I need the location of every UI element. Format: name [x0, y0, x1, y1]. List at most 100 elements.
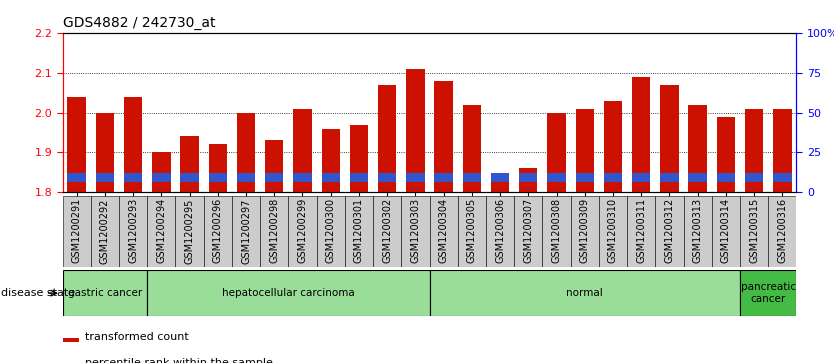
Bar	[491, 173, 510, 182]
Text: gastric cancer: gastric cancer	[68, 288, 142, 298]
Bar	[289, 196, 317, 267]
Bar	[547, 113, 565, 192]
Bar	[68, 173, 86, 182]
Bar	[689, 105, 707, 192]
Bar	[627, 196, 656, 267]
Bar	[180, 136, 198, 192]
Bar	[148, 270, 430, 316]
Text: GSM1200306: GSM1200306	[495, 198, 505, 263]
Bar	[689, 173, 707, 182]
Bar	[317, 196, 344, 267]
Bar	[463, 173, 481, 182]
Text: normal: normal	[566, 288, 603, 298]
Bar	[349, 125, 368, 192]
Text: GSM1200298: GSM1200298	[269, 198, 279, 264]
Text: GSM1200297: GSM1200297	[241, 198, 251, 264]
Bar	[661, 173, 679, 182]
Text: GSM1200307: GSM1200307	[523, 198, 533, 264]
Text: GSM1200291: GSM1200291	[72, 198, 82, 264]
Bar	[486, 196, 515, 267]
Bar	[463, 105, 481, 192]
Text: GSM1200305: GSM1200305	[467, 198, 477, 264]
Text: transformed count: transformed count	[85, 332, 189, 342]
Text: GSM1200304: GSM1200304	[439, 198, 449, 263]
Bar	[175, 196, 203, 267]
Bar	[716, 173, 735, 182]
Bar	[604, 173, 622, 182]
Text: percentile rank within the sample: percentile rank within the sample	[85, 358, 274, 363]
Bar	[401, 196, 430, 267]
Bar	[152, 152, 170, 192]
Text: GSM1200308: GSM1200308	[551, 198, 561, 263]
Text: GSM1200310: GSM1200310	[608, 198, 618, 263]
Bar	[119, 196, 148, 267]
Bar	[599, 196, 627, 267]
Text: GSM1200313: GSM1200313	[693, 198, 703, 263]
Bar	[519, 168, 537, 192]
Bar	[63, 338, 79, 342]
Text: GSM1200294: GSM1200294	[156, 198, 166, 264]
Bar	[265, 173, 284, 182]
Text: GSM1200301: GSM1200301	[354, 198, 364, 263]
Bar	[515, 196, 542, 267]
Text: GSM1200302: GSM1200302	[382, 198, 392, 264]
Bar	[124, 97, 143, 192]
Text: GSM1200311: GSM1200311	[636, 198, 646, 263]
Bar	[435, 173, 453, 182]
Bar	[378, 173, 396, 182]
Bar	[604, 101, 622, 192]
Bar	[96, 173, 114, 182]
Bar	[294, 109, 312, 192]
Bar	[656, 196, 684, 267]
Bar	[430, 270, 740, 316]
Text: GSM1200312: GSM1200312	[665, 198, 675, 264]
Bar	[373, 196, 401, 267]
Text: GSM1200292: GSM1200292	[100, 198, 110, 264]
Bar	[344, 196, 373, 267]
Bar	[542, 196, 570, 267]
Text: GSM1200295: GSM1200295	[184, 198, 194, 264]
Bar	[260, 196, 289, 267]
Bar	[632, 173, 651, 182]
Text: GSM1200303: GSM1200303	[410, 198, 420, 263]
Bar	[570, 196, 599, 267]
Bar	[632, 77, 651, 192]
Bar	[349, 173, 368, 182]
Bar	[91, 196, 119, 267]
Bar	[322, 173, 340, 182]
Bar	[575, 109, 594, 192]
Bar	[203, 196, 232, 267]
Bar	[740, 196, 768, 267]
Text: GSM1200300: GSM1200300	[326, 198, 336, 263]
Text: GSM1200293: GSM1200293	[128, 198, 138, 264]
Bar	[458, 196, 486, 267]
Bar	[745, 173, 763, 182]
Bar	[711, 196, 740, 267]
Bar	[430, 196, 458, 267]
Bar	[773, 109, 791, 192]
Bar	[237, 113, 255, 192]
Bar	[661, 85, 679, 192]
Bar	[406, 69, 425, 192]
Bar	[378, 85, 396, 192]
Bar	[547, 173, 565, 182]
Bar	[716, 117, 735, 192]
Bar	[63, 270, 148, 316]
Text: GSM1200299: GSM1200299	[298, 198, 308, 264]
Text: GDS4882 / 242730_at: GDS4882 / 242730_at	[63, 16, 215, 30]
Text: GSM1200309: GSM1200309	[580, 198, 590, 263]
Bar	[124, 173, 143, 182]
Bar	[148, 196, 175, 267]
Bar	[740, 270, 796, 316]
Text: GSM1200314: GSM1200314	[721, 198, 731, 263]
Bar	[208, 173, 227, 182]
Bar	[322, 129, 340, 192]
Text: GSM1200315: GSM1200315	[749, 198, 759, 264]
Bar	[684, 196, 711, 267]
Bar	[208, 144, 227, 192]
Bar	[294, 173, 312, 182]
Bar	[96, 113, 114, 192]
Text: GSM1200296: GSM1200296	[213, 198, 223, 264]
Text: disease state: disease state	[1, 288, 75, 298]
Bar	[745, 109, 763, 192]
